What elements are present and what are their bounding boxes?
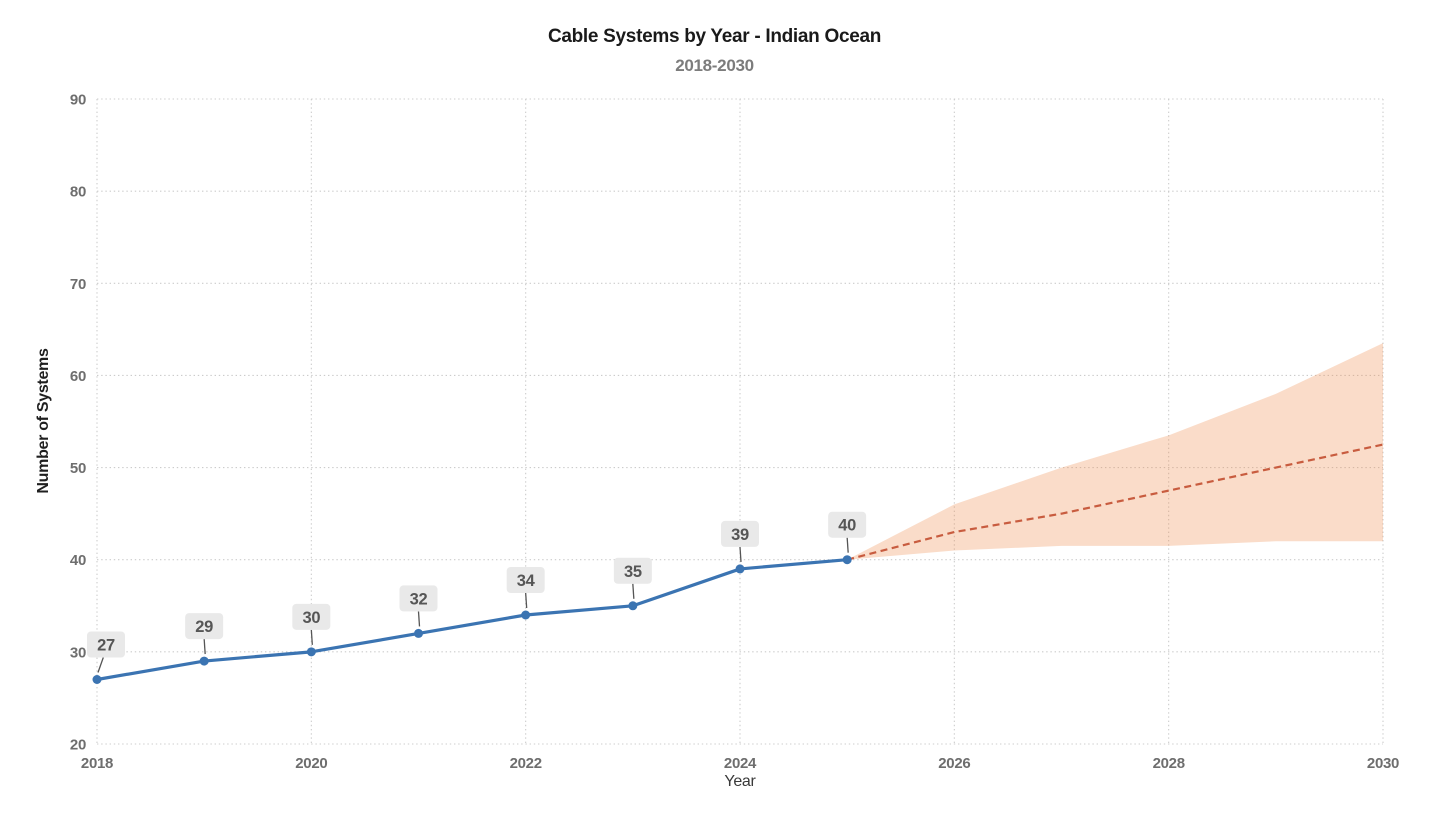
label-leader-line [97,657,104,673]
chart-subtitle: 2018-2030 [675,56,754,75]
data-label-box [828,511,867,538]
data-point [306,647,316,657]
label-leader-line [846,537,849,553]
y-tick-label: 50 [70,460,86,477]
y-tick-label: 40 [70,552,86,569]
data-label-box [87,631,125,658]
data-label-box [506,567,545,593]
confidence-band [847,343,1383,560]
y-tick-label: 30 [70,644,86,661]
data-point [842,555,852,565]
data-point-label: 34 [517,572,536,590]
data-point-label: 35 [624,563,642,581]
x-tick-label: 2030 [1367,755,1399,772]
y-tick-label: 20 [70,737,86,754]
data-point [92,675,102,684]
data-point-label: 32 [410,590,428,608]
x-tick-label: 2020 [295,755,327,772]
data-point-label: 27 [97,637,115,655]
data-point [199,656,209,666]
data-label-box [292,603,331,630]
label-leader-line [525,592,528,609]
data-point [521,610,531,620]
x-tick-label: 2018 [81,755,113,772]
data-point-label: 40 [838,517,856,535]
x-tick-label: 2028 [1153,755,1185,772]
label-leader-line [632,583,635,599]
label-leader-line [310,629,313,645]
data-point-label: 39 [731,526,749,544]
label-leader-line [417,611,421,627]
historical-line [95,558,849,682]
data-point-label: 29 [195,618,213,636]
x-axis-label: Year [724,773,756,790]
x-tick-label: 2026 [938,755,970,772]
data-label-box [721,520,759,547]
x-tick-label: 2022 [510,755,542,772]
y-tick-label: 60 [70,368,86,385]
y-axis-label: Number of Systems [35,348,52,494]
data-labels: 27 29 30 32 34 35 39 40 [87,511,867,673]
data-point-label: 30 [302,609,320,627]
label-leader-line [739,546,742,562]
x-tick-label: 2024 [724,755,757,772]
y-tick-label: 80 [70,184,86,201]
data-point [628,601,638,611]
chart-title: Cable Systems by Year - Indian Ocean [547,26,882,47]
y-tick-label: 90 [70,92,86,109]
data-point [735,564,745,574]
y-tick-label: 70 [70,276,86,293]
label-leader-line [203,639,206,655]
data-label-box [185,613,224,640]
data-label-box [399,585,438,612]
grid-lines [96,98,1384,745]
data-label-box [613,557,652,584]
data-point [414,628,423,638]
forecast-line [846,443,1384,561]
